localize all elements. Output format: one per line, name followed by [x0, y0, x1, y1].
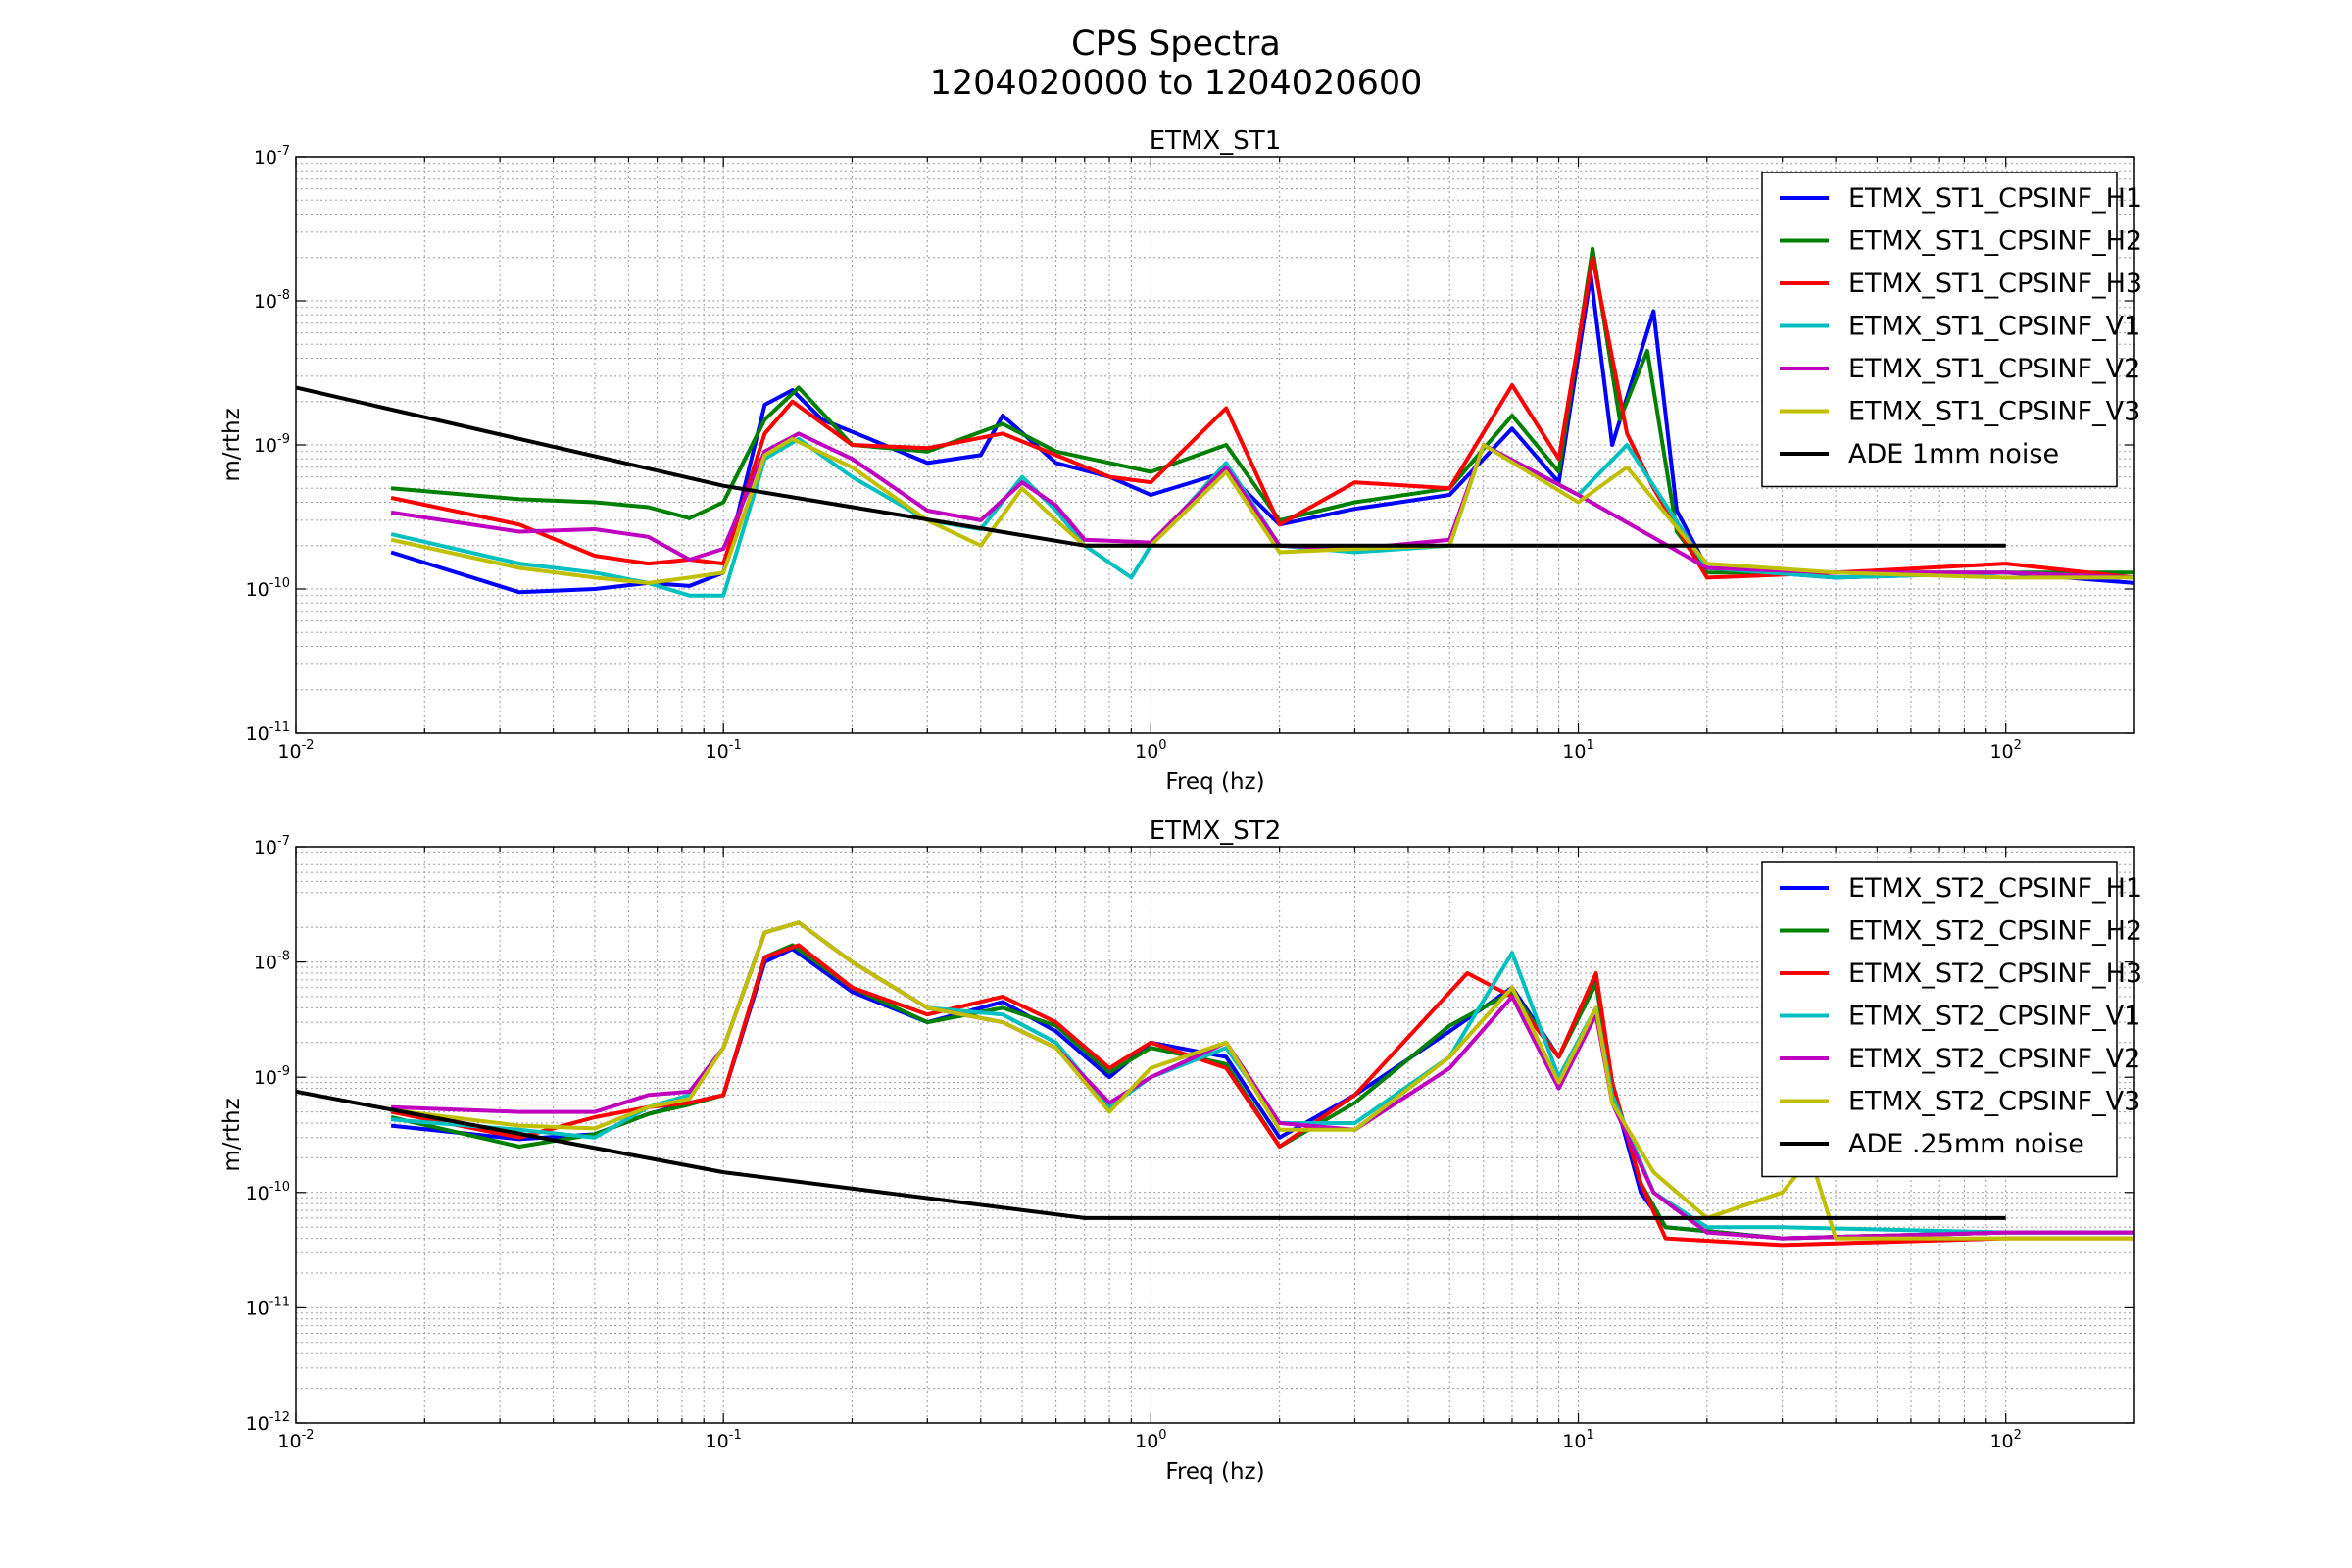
chart-1: 10-2 10-1 100 101 102 10-11 10-10 10-9 10-8 10-7 E…: [220, 126, 2142, 795]
legend-box: [1761, 861, 2118, 1178]
series-line-etmx-st1-cpsinf-v2: [390, 431, 2134, 580]
y-tick-label: 10-8: [254, 950, 290, 974]
x-axis-label: Freq (hz): [1165, 769, 1264, 795]
y-tick-label: 10-7: [254, 834, 290, 858]
legend-label: ETMX_ST2_CPSINF_H1: [1848, 873, 2142, 904]
y-tick-label: 10-10: [246, 1180, 290, 1204]
legend-label: ADE .25mm noise: [1848, 1129, 2084, 1159]
legend-label: ADE 1mm noise: [1848, 439, 2059, 469]
series-line-etmx-st2-cpsinf-v3: [390, 920, 2134, 1241]
grid: [296, 847, 2134, 1423]
y-tick-label: 10-11: [246, 1295, 290, 1319]
legend: ETMX_ST2_CPSINF_H1 ETMX_ST2_CPSINF_H2 ETMX…: [1761, 861, 2142, 1178]
x-tick-label: 10-2: [277, 738, 314, 762]
series-group: [296, 246, 2134, 598]
chart-title: ETMX_ST1: [1150, 126, 1281, 156]
series-line-etmx-st1-cpsinf-h2: [390, 246, 2134, 575]
legend-label: ETMX_ST1_CPSINF_H2: [1848, 226, 2142, 257]
series-line-ade-1mm-noise: [296, 385, 2006, 548]
x-tick-label: 102: [1989, 738, 2021, 762]
x-tick-label: 10-1: [706, 1428, 742, 1452]
x-tick-label: 100: [1135, 1428, 1166, 1452]
chart-2: 10-2 10-1 100 101 102 10-12 10-11 10-10 10-9 10-8…: [220, 816, 2142, 1485]
x-tick-label: 10-2: [277, 1428, 314, 1452]
ticks: [295, 846, 2134, 1424]
series-line-etmx-st2-cpsinf-h3: [390, 943, 2134, 1248]
y-tick-label: 10-12: [246, 1410, 290, 1435]
grid: [296, 157, 2134, 733]
legend-label: ETMX_ST2_CPSINF_V2: [1848, 1044, 2140, 1074]
legend-label: ETMX_ST1_CPSINF_V3: [1848, 397, 2140, 427]
legend-label: ETMX_ST1_CPSINF_H1: [1848, 183, 2142, 214]
y-tick-label: 10-9: [254, 1064, 290, 1089]
x-tick-label: 102: [1989, 1428, 2021, 1452]
chart-title: ETMX_ST2: [1150, 816, 1281, 846]
y-tick-label: 10-9: [254, 432, 290, 457]
x-axis-label: Freq (hz): [1165, 1459, 1264, 1485]
y-tick-label: 10-7: [254, 144, 290, 169]
legend-label: ETMX_ST2_CPSINF_V3: [1848, 1087, 2140, 1117]
legend-label: ETMX_ST2_CPSINF_H3: [1848, 958, 2142, 989]
legend-label: ETMX_ST2_CPSINF_V1: [1848, 1002, 2140, 1032]
legend-box: [1761, 172, 2118, 488]
y-tick-label: 10-10: [246, 576, 290, 601]
y-tick-label: 10-11: [246, 720, 290, 745]
figure-subtitle: 1204020000 to 1204020600: [929, 64, 1423, 103]
series-group: [296, 920, 2134, 1248]
x-tick-label: 101: [1562, 1428, 1593, 1452]
y-tick-label: 10-8: [254, 288, 290, 313]
y-axis-label: m/rthz: [220, 408, 245, 481]
plot-frame: [295, 846, 2135, 1424]
series-line-etmx-st1-cpsinf-v3: [390, 436, 2134, 585]
series-line-etmx-st2-cpsinf-v2: [391, 920, 2134, 1241]
legend: ETMX_ST1_CPSINF_H1 ETMX_ST1_CPSINF_H2 ETMX…: [1761, 172, 2142, 488]
legend-label: ETMX_ST1_CPSINF_H3: [1848, 269, 2142, 299]
series-line-ade-25mm-noise: [296, 1089, 2006, 1220]
x-tick-label: 100: [1135, 738, 1166, 762]
x-tick-label: 10-1: [706, 738, 742, 762]
x-tick-label: 101: [1562, 738, 1593, 762]
figure-title: CPS Spectra: [1071, 24, 1281, 64]
legend-label: ETMX_ST1_CPSINF_V1: [1848, 312, 2140, 342]
legend-label: ETMX_ST2_CPSINF_H2: [1848, 916, 2142, 947]
ticks: [295, 156, 2134, 734]
y-axis-label: m/rthz: [220, 1098, 245, 1171]
legend-label: ETMX_ST1_CPSINF_V2: [1848, 354, 2140, 384]
